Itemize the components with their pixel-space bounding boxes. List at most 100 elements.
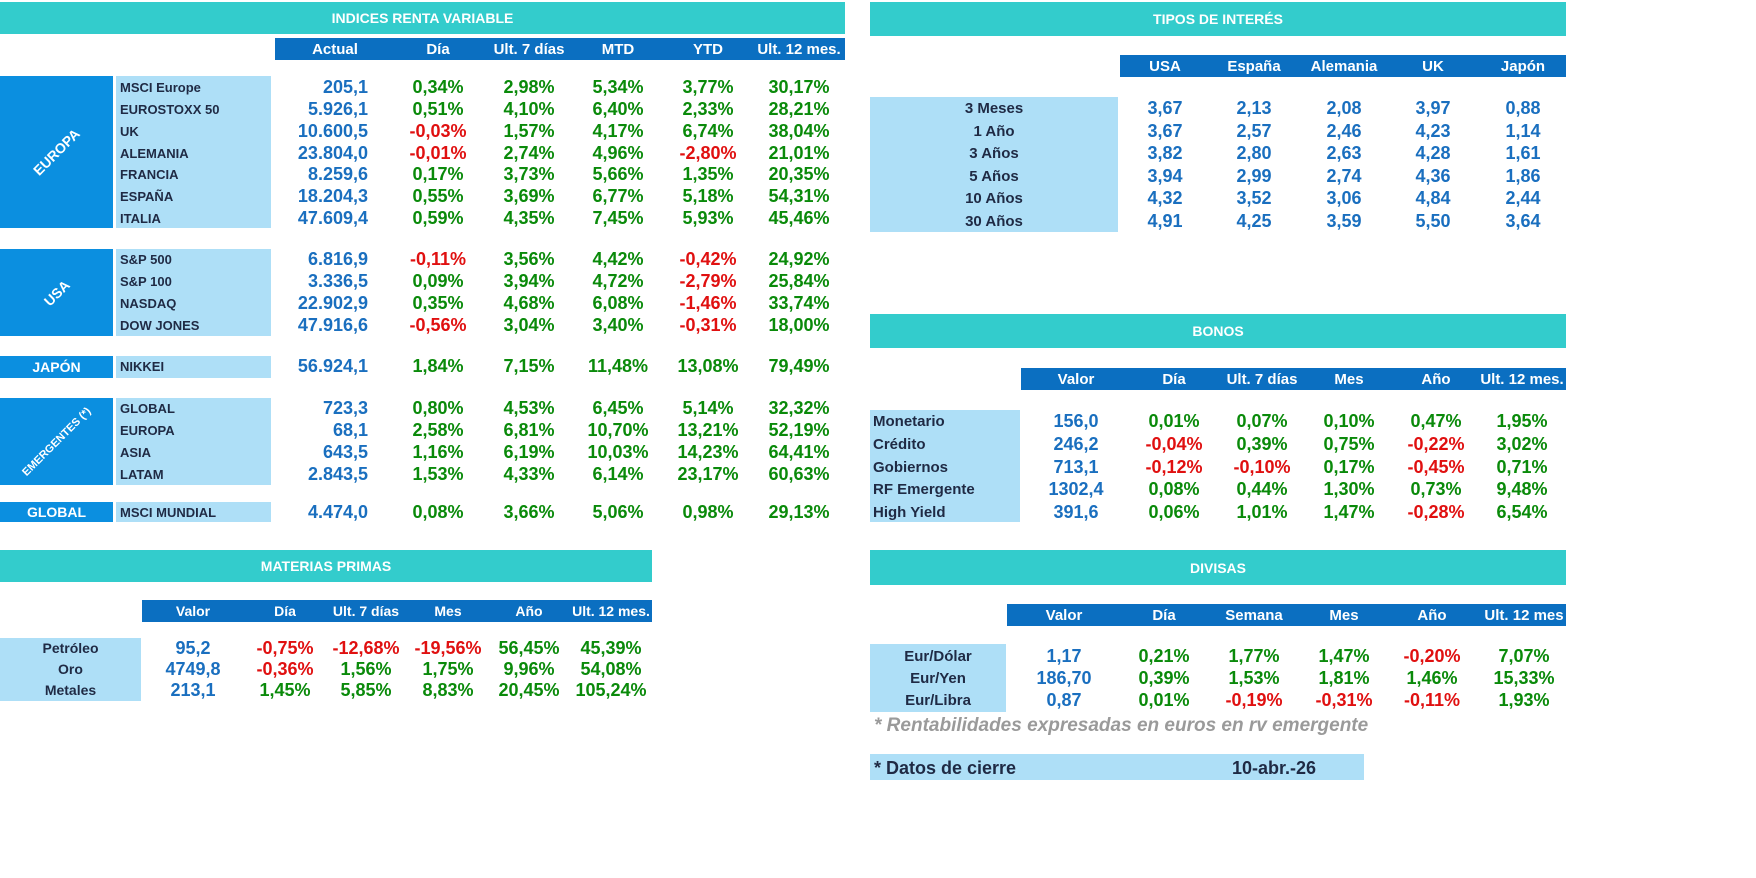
materias-primas-col-header: Ult. 12 mes.	[572, 603, 650, 619]
rate-value: 1,14	[1505, 121, 1541, 141]
bonos-header-row	[1021, 368, 1566, 390]
bond-return: -0,04%	[1145, 434, 1203, 454]
index-return: 3,04%	[503, 315, 555, 335]
currency-return: -0,20%	[1403, 646, 1461, 666]
index-value: 6.816,9	[307, 249, 368, 269]
tipos-interes-col-header: España	[1227, 57, 1281, 75]
index-return: 0,80%	[412, 398, 464, 418]
rate-term: 10 Años	[965, 190, 1023, 207]
commodity-value: 4749,8	[165, 659, 221, 679]
index-name: LATAM	[120, 467, 164, 482]
divisas-col-header: Mes	[1329, 606, 1359, 624]
commodity-return: 1,75%	[422, 659, 474, 679]
index-return: 4,35%	[503, 208, 555, 228]
index-return: 6,40%	[592, 99, 644, 119]
rate-value: 4,32	[1147, 188, 1183, 208]
renta-variable-col-header: Día	[426, 40, 450, 58]
datos-cierre-label: * Datos de cierre	[874, 758, 1017, 778]
index-name-column	[116, 356, 271, 378]
index-return: -0,31%	[679, 315, 737, 335]
bonos-col-header: Día	[1162, 370, 1186, 388]
materias-primas-name-column	[0, 638, 141, 701]
index-return: 1,84%	[412, 356, 464, 376]
commodity-name: Petróleo	[42, 640, 99, 656]
index-return: 29,13%	[768, 502, 830, 522]
index-return: -0,56%	[409, 315, 467, 335]
commodity-value: 95,2	[175, 638, 211, 658]
rate-value: 3,94	[1147, 166, 1183, 186]
divisas-col-header: Semana	[1225, 606, 1283, 624]
index-return: 6,77%	[592, 186, 644, 206]
index-return: 4,42%	[592, 249, 644, 269]
rate-term: 5 Años	[969, 168, 1019, 185]
currency-return: 0,01%	[1138, 690, 1190, 710]
index-value: 5.926,1	[307, 99, 368, 119]
region-label-text: GLOBAL	[26, 504, 87, 520]
region-label-text: EMERGENTES (*)	[19, 404, 94, 479]
rate-value: 4,28	[1415, 143, 1451, 163]
region-label-1: USA	[0, 249, 113, 336]
rate-value: 1,61	[1505, 143, 1541, 163]
renta-variable-col-header: YTD	[693, 40, 723, 58]
index-name: ITALIA	[120, 211, 161, 226]
index-return: 13,08%	[677, 356, 739, 376]
index-return: -0,03%	[409, 121, 467, 141]
index-name: EUROSTOXX 50	[120, 102, 220, 117]
bond-name: RF Emergente	[873, 481, 975, 498]
index-return: 60,63%	[768, 464, 830, 484]
bond-return: 9,48%	[1496, 479, 1548, 499]
materias-primas-col-header: Mes	[434, 603, 462, 619]
bonos-col-header: Ult. 7 días	[1226, 370, 1298, 388]
bond-return: -0,12%	[1145, 457, 1203, 477]
bond-return: 1,30%	[1323, 479, 1375, 499]
renta-variable-col-header: Actual	[312, 40, 358, 58]
tipos-interes-col-header: UK	[1422, 57, 1444, 75]
index-return: 14,23%	[677, 442, 739, 462]
index-return: 3,94%	[503, 271, 555, 291]
index-name: S&P 100	[120, 274, 172, 289]
currency-return: 1,47%	[1318, 646, 1370, 666]
index-name-column	[116, 76, 271, 228]
bond-return: 0,44%	[1236, 479, 1288, 499]
index-return: 2,74%	[503, 143, 555, 163]
currency-return: 0,21%	[1138, 646, 1190, 666]
index-value: 18.204,3	[297, 186, 368, 206]
commodity-return: 105,24%	[575, 680, 647, 700]
bonos-col-header: Valor	[1057, 370, 1095, 388]
index-return: 10,03%	[587, 442, 649, 462]
index-return: 23,17%	[677, 464, 739, 484]
rate-value: 1,86	[1505, 166, 1541, 186]
index-name-column	[116, 398, 271, 485]
divisas-header-row	[1007, 604, 1566, 626]
rate-value: 2,99	[1236, 166, 1272, 186]
bonos-col-header: Ult. 12 mes.	[1480, 370, 1564, 388]
bond-return: 6,54%	[1496, 502, 1548, 522]
currency-pair: Eur/Yen	[910, 670, 966, 687]
index-name-column	[116, 502, 271, 522]
index-value: 47.916,6	[297, 315, 368, 335]
index-return: 6,81%	[503, 420, 555, 440]
divisas-col-header: Ult. 12 mes	[1484, 606, 1564, 624]
region-label-text: USA	[40, 276, 73, 309]
index-return: 1,35%	[682, 164, 734, 184]
rate-term: 30 Años	[965, 213, 1023, 230]
bond-return: 0,47%	[1410, 411, 1462, 431]
index-return: 3,77%	[682, 77, 734, 97]
index-name: UK	[120, 124, 139, 139]
rate-term: 3 Meses	[964, 100, 1024, 117]
bond-name: Gobiernos	[873, 459, 949, 476]
bond-return: 0,75%	[1323, 434, 1375, 454]
bond-return: 0,39%	[1236, 434, 1288, 454]
index-value: 3.336,5	[307, 271, 368, 291]
commodity-return: 9,96%	[503, 659, 555, 679]
index-return: 54,31%	[768, 186, 830, 206]
region-label-3: EMERGENTES (*)	[0, 398, 113, 485]
region-label-4: GLOBAL	[0, 502, 113, 522]
index-return: 52,19%	[768, 420, 830, 440]
divisas-col-header: Año	[1417, 606, 1447, 624]
divisas-title: DIVISAS	[870, 550, 1566, 585]
datos-cierre-date: 10-abr.-26	[1232, 758, 1317, 778]
rate-value: 4,36	[1415, 166, 1451, 186]
index-value: 23.804,0	[297, 143, 368, 163]
index-return: 5,18%	[682, 186, 734, 206]
